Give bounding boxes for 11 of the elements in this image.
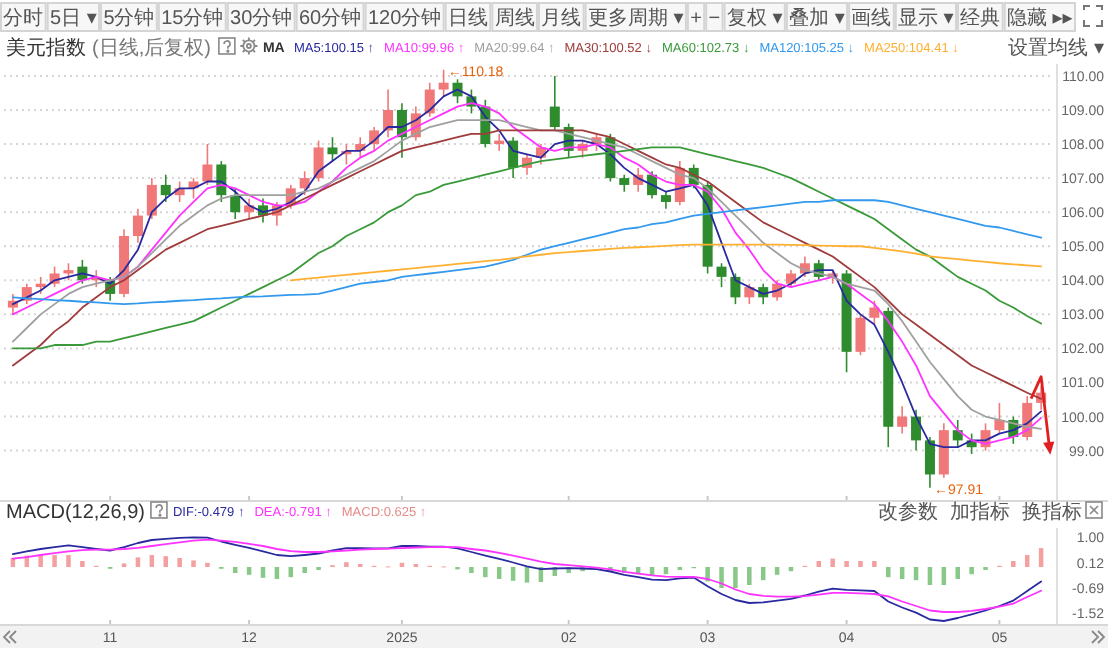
text: 改参数 [878,500,938,524]
text: 5日 ▾ [50,8,97,30]
chart-title: MACD(12,26,9) [6,502,145,524]
text: + [690,8,703,30]
text: 加指标 [950,500,1010,524]
chart-title: 美元指数 [6,36,86,60]
text: 设置均线 ▾ [1008,36,1104,60]
text: 显示 ▾ [898,8,954,30]
text: − [708,8,721,30]
chart-subtitle: (日线,后复权) [92,36,211,60]
text: 换指标 [1022,500,1082,524]
